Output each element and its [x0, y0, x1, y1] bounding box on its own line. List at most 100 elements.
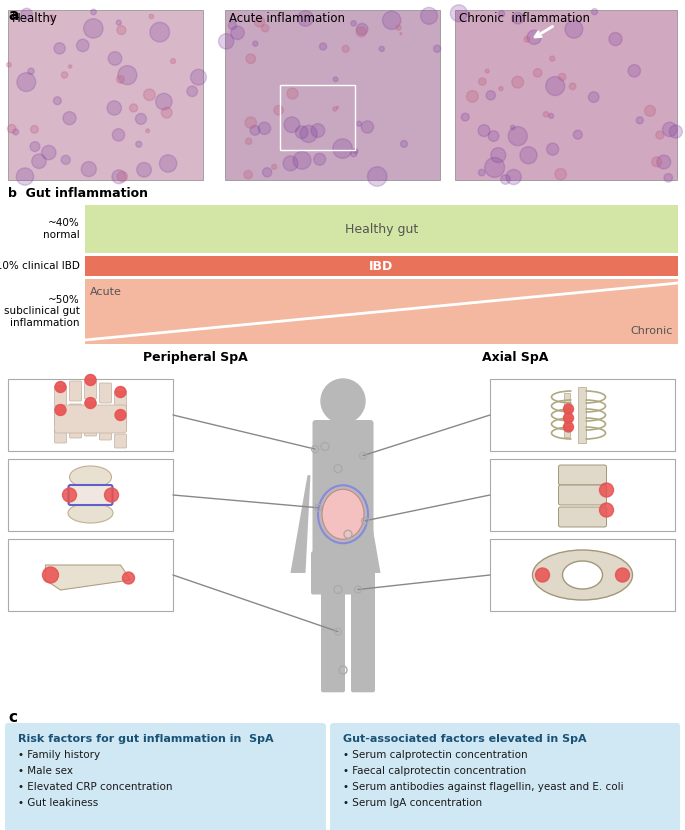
Text: • Gut leakiness: • Gut leakiness — [18, 798, 98, 808]
Circle shape — [657, 155, 671, 169]
Circle shape — [353, 149, 358, 154]
FancyBboxPatch shape — [55, 409, 66, 426]
Circle shape — [55, 382, 66, 393]
Circle shape — [117, 172, 127, 182]
Ellipse shape — [532, 550, 632, 600]
Text: ~50%
subclinical gut
inflammation: ~50% subclinical gut inflammation — [4, 295, 80, 328]
Circle shape — [656, 131, 664, 139]
Circle shape — [219, 34, 234, 49]
Text: ~40%
normal: ~40% normal — [43, 218, 80, 240]
Text: IBD: IBD — [369, 260, 394, 272]
Circle shape — [136, 114, 147, 124]
Circle shape — [146, 129, 149, 133]
Circle shape — [62, 71, 68, 78]
Circle shape — [478, 124, 490, 137]
Bar — [8, 539, 173, 611]
FancyBboxPatch shape — [99, 426, 112, 440]
Circle shape — [8, 124, 16, 133]
Circle shape — [508, 126, 527, 146]
Circle shape — [573, 130, 582, 139]
Text: • Male sex: • Male sex — [18, 766, 73, 776]
Circle shape — [356, 121, 362, 126]
FancyBboxPatch shape — [84, 422, 97, 436]
FancyBboxPatch shape — [84, 379, 97, 399]
FancyBboxPatch shape — [5, 723, 326, 830]
Circle shape — [287, 88, 298, 99]
FancyBboxPatch shape — [312, 420, 373, 556]
Text: • Serum antibodies against flagellin, yeast and E. coli: • Serum antibodies against flagellin, ye… — [343, 782, 623, 792]
Circle shape — [319, 43, 327, 50]
FancyBboxPatch shape — [321, 590, 345, 692]
Text: Gut-associated factors elevated in SpA: Gut-associated factors elevated in SpA — [343, 734, 586, 744]
Circle shape — [108, 51, 122, 66]
Circle shape — [524, 37, 530, 42]
Circle shape — [295, 126, 308, 139]
Circle shape — [351, 21, 356, 26]
FancyBboxPatch shape — [69, 404, 82, 421]
Text: • Elevated CRP concentration: • Elevated CRP concentration — [18, 782, 173, 792]
Circle shape — [401, 140, 408, 148]
Circle shape — [616, 568, 630, 582]
Circle shape — [485, 158, 505, 178]
Circle shape — [488, 131, 499, 141]
Circle shape — [555, 168, 566, 180]
Ellipse shape — [322, 489, 364, 540]
Text: • Faecal calprotectin concentration: • Faecal calprotectin concentration — [343, 766, 526, 776]
Circle shape — [662, 122, 677, 137]
Circle shape — [527, 30, 541, 44]
Circle shape — [42, 145, 56, 160]
Circle shape — [16, 168, 34, 185]
Circle shape — [333, 77, 338, 81]
Circle shape — [564, 404, 573, 414]
FancyBboxPatch shape — [558, 485, 606, 505]
Ellipse shape — [562, 561, 603, 589]
FancyBboxPatch shape — [99, 383, 112, 403]
Circle shape — [244, 170, 252, 178]
Circle shape — [283, 156, 298, 171]
FancyBboxPatch shape — [55, 405, 127, 433]
Circle shape — [466, 90, 478, 102]
Circle shape — [636, 117, 643, 124]
Text: • Serum calprotectin concentration: • Serum calprotectin concentration — [343, 750, 527, 760]
Circle shape — [245, 138, 252, 144]
Circle shape — [479, 78, 486, 85]
Bar — [85, 256, 678, 276]
Circle shape — [129, 104, 138, 112]
Circle shape — [400, 32, 402, 35]
Circle shape — [112, 170, 126, 183]
Circle shape — [564, 413, 573, 423]
Circle shape — [136, 141, 142, 147]
Text: Acute: Acute — [90, 287, 122, 297]
Circle shape — [485, 69, 489, 73]
Circle shape — [599, 483, 614, 497]
FancyBboxPatch shape — [311, 551, 375, 594]
Circle shape — [274, 105, 284, 115]
Circle shape — [342, 46, 349, 52]
FancyBboxPatch shape — [558, 465, 606, 485]
Circle shape — [543, 111, 549, 117]
Circle shape — [421, 7, 438, 24]
Circle shape — [150, 22, 170, 42]
Circle shape — [85, 374, 96, 385]
Circle shape — [187, 86, 197, 96]
Circle shape — [351, 150, 357, 157]
Circle shape — [478, 169, 485, 176]
Circle shape — [63, 111, 76, 124]
Circle shape — [664, 173, 673, 182]
Circle shape — [246, 54, 256, 64]
Circle shape — [499, 11, 505, 17]
Text: Risk factors for gut inflammation in  SpA: Risk factors for gut inflammation in SpA — [18, 734, 273, 744]
Bar — [579, 387, 586, 443]
Circle shape — [599, 503, 614, 517]
Circle shape — [48, 15, 55, 22]
Text: Chronic  inflammation: Chronic inflammation — [459, 12, 590, 25]
FancyBboxPatch shape — [114, 414, 127, 431]
Circle shape — [300, 125, 317, 143]
Circle shape — [54, 42, 65, 54]
Circle shape — [21, 8, 32, 20]
Circle shape — [564, 422, 573, 432]
FancyBboxPatch shape — [55, 386, 66, 406]
FancyBboxPatch shape — [99, 406, 112, 423]
Bar — [8, 10, 203, 180]
Circle shape — [42, 567, 58, 583]
